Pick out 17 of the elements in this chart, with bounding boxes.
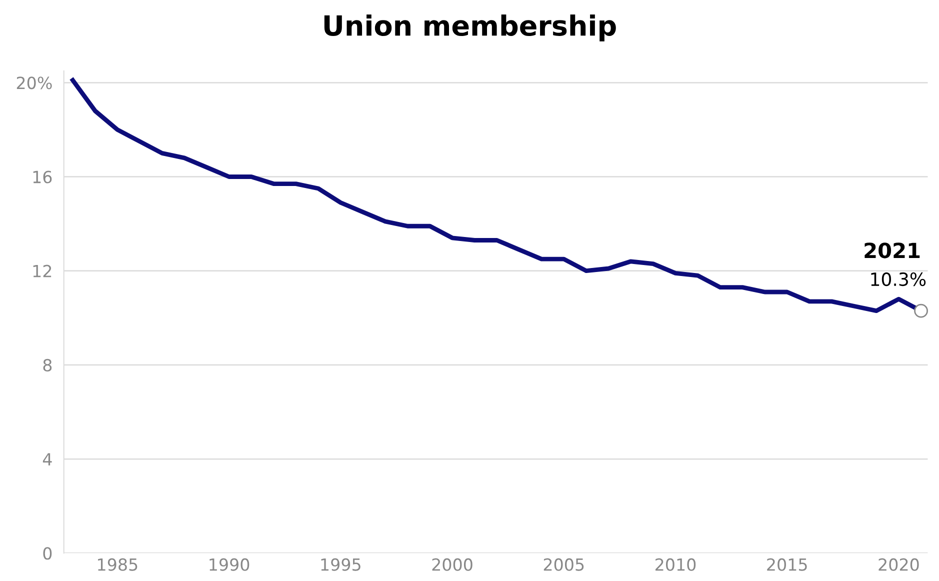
x-tick-label: 2015 [767, 558, 807, 571]
x-tick-label: 1990 [210, 558, 250, 571]
x-tick-label: 1985 [98, 558, 138, 571]
annotation: 2021 [864, 242, 920, 258]
y-tick-label: 20% [16, 76, 52, 90]
x-tick-label: 2005 [544, 558, 584, 571]
x-tick-label: 1995 [321, 558, 360, 571]
chart-title: Union membership [324, 14, 616, 42]
y-tick-label: 4 [42, 453, 52, 466]
annotation: 10.3% [871, 272, 926, 286]
x-tick-label: 2000 [432, 558, 472, 571]
x-tick-label: 2020 [878, 558, 919, 571]
y-tick-label: 0 [43, 547, 52, 560]
x-tick-label: 2010 [656, 558, 696, 571]
y-tick-label: 12 [33, 264, 52, 278]
y-tick-label: 8 [43, 358, 52, 372]
y-tick-label: 16 [33, 170, 52, 184]
